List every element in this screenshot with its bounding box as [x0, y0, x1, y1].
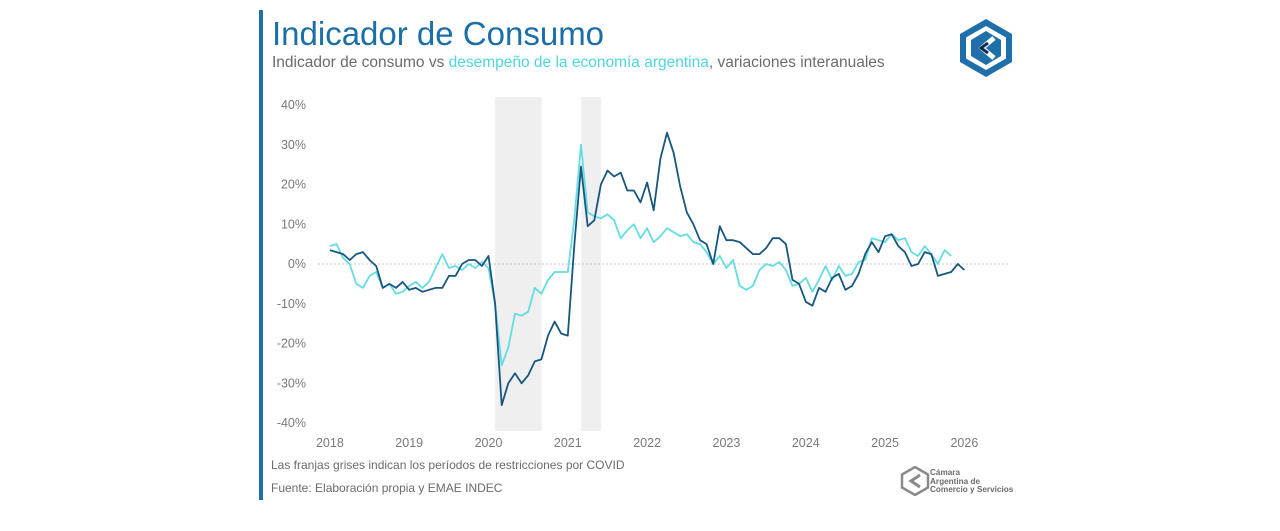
- page-subtitle: Indicador de consumo vs desempeño de la …: [272, 54, 885, 72]
- subtitle-highlight: desempeño de la economía argentina: [448, 54, 709, 71]
- org-line: Comercio y Servicios: [930, 485, 1014, 495]
- x-tick-label: 2025: [871, 436, 899, 450]
- y-tick-label: -10%: [277, 297, 306, 311]
- org-line: Argentina de: [930, 476, 981, 486]
- y-tick-label: 10%: [281, 217, 306, 231]
- org-line: Cámara: [930, 468, 961, 477]
- y-tick-label: 0%: [288, 257, 306, 271]
- x-tick-label: 2021: [554, 436, 582, 450]
- x-tick-label: 2026: [950, 436, 978, 450]
- x-tick-label: 2022: [633, 436, 661, 450]
- y-tick-label: -20%: [277, 337, 306, 351]
- x-tick-label: 2018: [316, 436, 344, 450]
- x-tick-label: 2019: [395, 436, 423, 450]
- accent-bar: [259, 10, 263, 500]
- x-tick-label: 2024: [792, 436, 820, 450]
- source-note: Fuente: Elaboración propia y EMAE INDEC: [271, 481, 503, 495]
- emae-series-line: [329, 143, 952, 367]
- y-tick-label: 40%: [281, 98, 306, 112]
- covid-note: Las franjas grises indican los períodos …: [271, 458, 625, 472]
- page-title: Indicador de Consumo: [272, 15, 605, 52]
- cac-small-logo-icon: [900, 466, 930, 496]
- subtitle-suffix: , variaciones interanuales: [708, 54, 885, 71]
- y-tick-label: 30%: [281, 138, 306, 152]
- cac-hexagon-logo-icon: [960, 19, 1012, 77]
- x-tick-label: 2023: [713, 436, 741, 450]
- y-tick-label: -40%: [277, 416, 306, 430]
- y-tick-label: 20%: [281, 178, 306, 192]
- y-tick-label: -30%: [277, 376, 306, 390]
- subtitle-prefix: Indicador de consumo vs: [272, 54, 449, 71]
- x-tick-label: 2020: [475, 436, 503, 450]
- org-name: Cámara Argentina de Comercio y Servicios: [930, 468, 1014, 495]
- consumo-series-line: [329, 131, 966, 407]
